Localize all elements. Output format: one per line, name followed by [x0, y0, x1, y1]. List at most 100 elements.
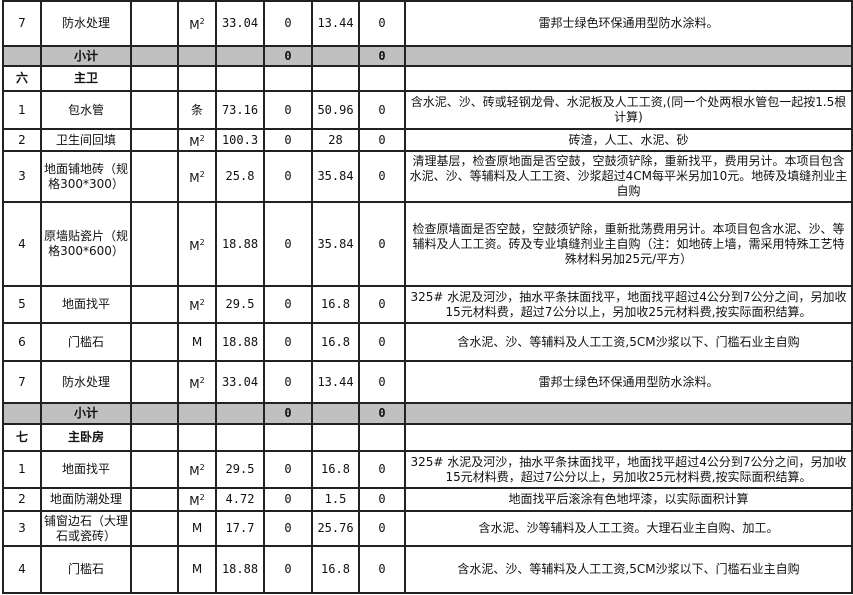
amount-1[interactable]: 0	[263, 450, 313, 489]
description[interactable]: 325# 水泥及河沙，抽水平条抹面找平，地面找平超过4公分到7公分之间，另加收1…	[404, 450, 853, 489]
unit-price[interactable]	[311, 402, 360, 425]
amount-2[interactable]: 0	[358, 402, 406, 425]
unit-price[interactable]: 13.44	[311, 0, 360, 47]
unit-price[interactable]: 16.8	[311, 545, 360, 594]
amount-1[interactable]: 0	[263, 510, 313, 547]
description[interactable]: 砖渣，人工、水泥、砂	[404, 128, 853, 152]
blank-cell[interactable]	[130, 450, 179, 489]
quantity[interactable]: 100.3	[215, 128, 265, 152]
amount-2[interactable]: 0	[358, 0, 406, 47]
item-name[interactable]: 主卧房	[40, 423, 132, 452]
quantity[interactable]: 18.88	[215, 322, 265, 362]
amount-1[interactable]: 0	[263, 285, 313, 324]
unit[interactable]	[177, 402, 217, 425]
row-number[interactable]: 4	[2, 201, 42, 287]
blank-cell[interactable]	[130, 402, 179, 425]
quantity[interactable]: 29.5	[215, 450, 265, 489]
amount-1[interactable]: 0	[263, 201, 313, 287]
unit[interactable]: M	[177, 545, 217, 594]
amount-2[interactable]: 0	[358, 450, 406, 489]
unit[interactable]: M2	[177, 285, 217, 324]
unit-price[interactable]: 16.8	[311, 322, 360, 362]
row-number[interactable]: 六	[2, 65, 42, 92]
row-number[interactable]: 1	[2, 90, 42, 130]
blank-cell[interactable]	[130, 128, 179, 152]
unit[interactable]	[177, 65, 217, 92]
amount-1[interactable]: 0	[263, 128, 313, 152]
item-name[interactable]: 防水处理	[40, 0, 132, 47]
item-name[interactable]: 包水管	[40, 90, 132, 130]
amount-2[interactable]: 0	[358, 322, 406, 362]
item-name[interactable]: 地面铺地砖（规格300*300）	[40, 150, 132, 203]
amount-2[interactable]: 0	[358, 510, 406, 547]
unit-price[interactable]: 28	[311, 128, 360, 152]
quantity[interactable]	[215, 45, 265, 67]
unit-price[interactable]: 13.44	[311, 360, 360, 404]
amount-1[interactable]	[263, 65, 313, 92]
item-name[interactable]: 主卫	[40, 65, 132, 92]
quantity[interactable]: 73.16	[215, 90, 265, 130]
item-name[interactable]: 地面防潮处理	[40, 487, 132, 512]
amount-1[interactable]: 0	[263, 45, 313, 67]
item-name[interactable]: 门槛石	[40, 545, 132, 594]
amount-2[interactable]: 0	[358, 487, 406, 512]
amount-1[interactable]: 0	[263, 402, 313, 425]
quantity[interactable]: 4.72	[215, 487, 265, 512]
blank-cell[interactable]	[130, 285, 179, 324]
amount-2[interactable]: 0	[358, 150, 406, 203]
blank-cell[interactable]	[130, 90, 179, 130]
amount-2[interactable]: 0	[358, 90, 406, 130]
quantity[interactable]: 29.5	[215, 285, 265, 324]
unit[interactable]: M2	[177, 450, 217, 489]
description[interactable]: 清理基层，检查原地面是否空鼓，空鼓须铲除，重新找平，费用另计。本项目包含水泥、沙…	[404, 150, 853, 203]
item-name[interactable]: 小计	[40, 45, 132, 67]
blank-cell[interactable]	[130, 65, 179, 92]
unit[interactable]	[177, 45, 217, 67]
amount-1[interactable]: 0	[263, 487, 313, 512]
blank-cell[interactable]	[130, 322, 179, 362]
description[interactable]: 含水泥、沙等辅料及人工工资。大理石业主自购、加工。	[404, 510, 853, 547]
description[interactable]	[404, 45, 853, 67]
description[interactable]: 检查原墙面是否空鼓，空鼓须铲除，重新批荡费用另计。本项目包含水泥、沙、等辅料及人…	[404, 201, 853, 287]
unit-price[interactable]: 16.8	[311, 450, 360, 489]
quantity[interactable]: 18.88	[215, 201, 265, 287]
row-number[interactable]: 3	[2, 510, 42, 547]
amount-2[interactable]	[358, 65, 406, 92]
amount-2[interactable]: 0	[358, 545, 406, 594]
quantity[interactable]: 18.88	[215, 545, 265, 594]
description[interactable]	[404, 423, 853, 452]
amount-1[interactable]: 0	[263, 90, 313, 130]
unit-price[interactable]: 35.84	[311, 150, 360, 203]
blank-cell[interactable]	[130, 0, 179, 47]
unit-price[interactable]	[311, 423, 360, 452]
description[interactable]: 雷邦士绿色环保通用型防水涂料。	[404, 0, 853, 47]
unit-price[interactable]: 50.96	[311, 90, 360, 130]
unit[interactable]: M2	[177, 201, 217, 287]
description[interactable]: 含水泥、沙、等辅料及人工工资,5CM沙浆以下、门槛石业主自购	[404, 322, 853, 362]
description[interactable]: 地面找平后滚涂有色地坪漆，以实际面积计算	[404, 487, 853, 512]
unit[interactable]: M	[177, 322, 217, 362]
unit[interactable]: 条	[177, 90, 217, 130]
quantity[interactable]	[215, 423, 265, 452]
amount-1[interactable]: 0	[263, 545, 313, 594]
unit[interactable]: M2	[177, 150, 217, 203]
description[interactable]: 325# 水泥及河沙，抽水平条抹面找平，地面找平超过4公分到7公分之间，另加收1…	[404, 285, 853, 324]
description[interactable]: 含水泥、沙、砖或轻钢龙骨、水泥板及人工工资,(同一个处两根水管包一起按1.5根计…	[404, 90, 853, 130]
item-name[interactable]: 小计	[40, 402, 132, 425]
unit[interactable]: M	[177, 510, 217, 547]
item-name[interactable]: 铺窗边石（大理石或瓷砖）	[40, 510, 132, 547]
row-number[interactable]: 7	[2, 360, 42, 404]
description[interactable]: 含水泥、沙、等辅料及人工工资,5CM沙浆以下、门槛石业主自购	[404, 545, 853, 594]
quantity[interactable]	[215, 65, 265, 92]
unit-price[interactable]: 35.84	[311, 201, 360, 287]
amount-1[interactable]: 0	[263, 150, 313, 203]
unit-price[interactable]	[311, 65, 360, 92]
row-number[interactable]: 七	[2, 423, 42, 452]
unit-price[interactable]: 25.76	[311, 510, 360, 547]
amount-1[interactable]: 0	[263, 0, 313, 47]
quantity[interactable]	[215, 402, 265, 425]
row-number[interactable]: 3	[2, 150, 42, 203]
unit[interactable]: M2	[177, 128, 217, 152]
amount-1[interactable]	[263, 423, 313, 452]
row-number[interactable]	[2, 402, 42, 425]
